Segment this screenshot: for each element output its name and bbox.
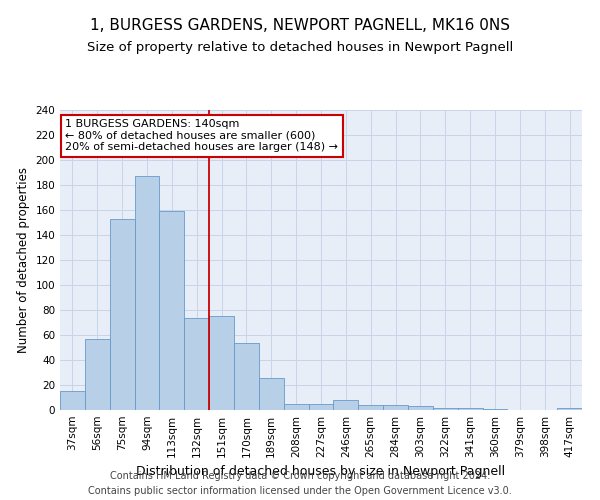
Text: Contains HM Land Registry data © Crown copyright and database right 2024.: Contains HM Land Registry data © Crown c… — [110, 471, 490, 481]
Text: Size of property relative to detached houses in Newport Pagnell: Size of property relative to detached ho… — [87, 41, 513, 54]
Bar — [160, 211, 184, 410]
Bar — [85, 339, 110, 410]
Bar — [557, 408, 582, 410]
Bar — [358, 405, 383, 410]
Bar — [134, 176, 160, 410]
Bar — [458, 408, 482, 410]
Bar — [334, 400, 358, 410]
Bar — [308, 404, 334, 410]
Bar — [184, 318, 209, 410]
Bar — [482, 409, 508, 410]
Bar — [234, 342, 259, 410]
Text: Contains public sector information licensed under the Open Government Licence v3: Contains public sector information licen… — [88, 486, 512, 496]
Bar — [209, 316, 234, 410]
Bar — [110, 219, 134, 410]
Bar — [284, 404, 308, 410]
Bar — [60, 391, 85, 410]
Bar — [433, 408, 458, 410]
Text: 1, BURGESS GARDENS, NEWPORT PAGNELL, MK16 0NS: 1, BURGESS GARDENS, NEWPORT PAGNELL, MK1… — [90, 18, 510, 32]
Y-axis label: Number of detached properties: Number of detached properties — [17, 167, 30, 353]
Text: 1 BURGESS GARDENS: 140sqm
← 80% of detached houses are smaller (600)
20% of semi: 1 BURGESS GARDENS: 140sqm ← 80% of detac… — [65, 119, 338, 152]
X-axis label: Distribution of detached houses by size in Newport Pagnell: Distribution of detached houses by size … — [136, 466, 506, 478]
Bar — [408, 406, 433, 410]
Bar — [383, 405, 408, 410]
Bar — [259, 378, 284, 410]
